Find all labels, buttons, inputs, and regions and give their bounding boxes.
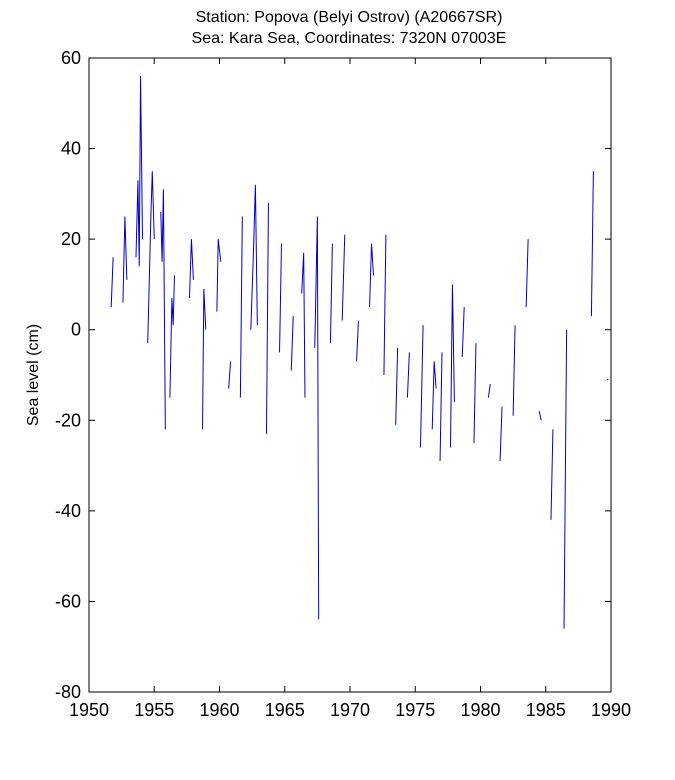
series-line-segment (406, 352, 410, 398)
chart-title: Station: Popova (Belyi Ostrov) (A20667SR… (196, 9, 503, 26)
series-line-segment (525, 239, 529, 308)
x-axis: 1950 1955 1960 1965 1970 1975 1980 1985 1990 (69, 58, 631, 720)
x-tick-label: 1955 (134, 700, 174, 720)
series-line-segment (216, 239, 222, 312)
series-line-segment (265, 202, 269, 434)
x-tick-label: 1990 (591, 700, 631, 720)
series-line-segment (329, 243, 333, 344)
chart-subtitle: Sea: Kara Sea, Coordinates: 7320N 07003E (192, 30, 507, 47)
series-line-segment (550, 429, 554, 520)
x-tick-label: 1985 (526, 700, 566, 720)
x-tick-label: 1980 (460, 700, 500, 720)
series-line-segment (590, 171, 594, 317)
y-tick-label: 40 (61, 139, 81, 159)
series-line-segment (160, 189, 166, 430)
series-line-segment (356, 320, 359, 362)
series-line-segment (188, 239, 194, 299)
series-line-segment (341, 234, 346, 321)
series-line-segment (439, 352, 443, 462)
plot-area (88, 57, 612, 693)
y-tick-label: 20 (61, 229, 81, 249)
series-line-segment (314, 216, 320, 620)
series-line-segment (538, 411, 542, 421)
x-tick-label: 1970 (330, 700, 370, 720)
series-line-segment (122, 216, 128, 303)
y-axis-label: Sea level (cm) (25, 324, 42, 426)
series-line-segment (110, 257, 114, 308)
y-tick-label: 60 (61, 48, 81, 68)
series-line-segment (169, 275, 175, 398)
series-line-segment (250, 184, 258, 330)
x-tick-label: 1960 (199, 700, 239, 720)
series-line-segment (147, 171, 155, 344)
x-tick-label: 1950 (69, 700, 109, 720)
y-tick-label: -60 (55, 591, 81, 611)
series-line-segment (563, 329, 568, 629)
y-tick-label: -20 (55, 410, 81, 430)
y-axis: -80 -60 -40 -20 0 20 40 60 (55, 48, 611, 702)
series-line-segment (383, 234, 387, 376)
x-tick-label: 1965 (265, 700, 305, 720)
series-line-segment (279, 243, 282, 353)
y-tick-label: -40 (55, 501, 81, 521)
series-line-segment (419, 325, 424, 448)
series-line-segment (487, 383, 491, 398)
series-line-segment (301, 252, 306, 398)
y-tick-label: 0 (71, 320, 81, 340)
series-line-segment (512, 325, 516, 416)
series-line-segment (473, 343, 477, 443)
series-line-segment (239, 216, 243, 398)
series-line-segment (290, 316, 294, 371)
x-tick-label: 1975 (395, 700, 435, 720)
series-line-segment (135, 76, 143, 267)
series-line-segment (228, 361, 232, 389)
series-line-segment (369, 243, 374, 308)
y-tick-label: -80 (55, 682, 81, 702)
series-line-segment (395, 347, 399, 425)
series-line-segment (461, 307, 465, 357)
sea-level-series (110, 76, 609, 629)
series-line-segment (202, 288, 207, 430)
series-line-segment (431, 361, 437, 430)
series-line-segment (499, 406, 503, 462)
series-line-segment (449, 284, 455, 448)
